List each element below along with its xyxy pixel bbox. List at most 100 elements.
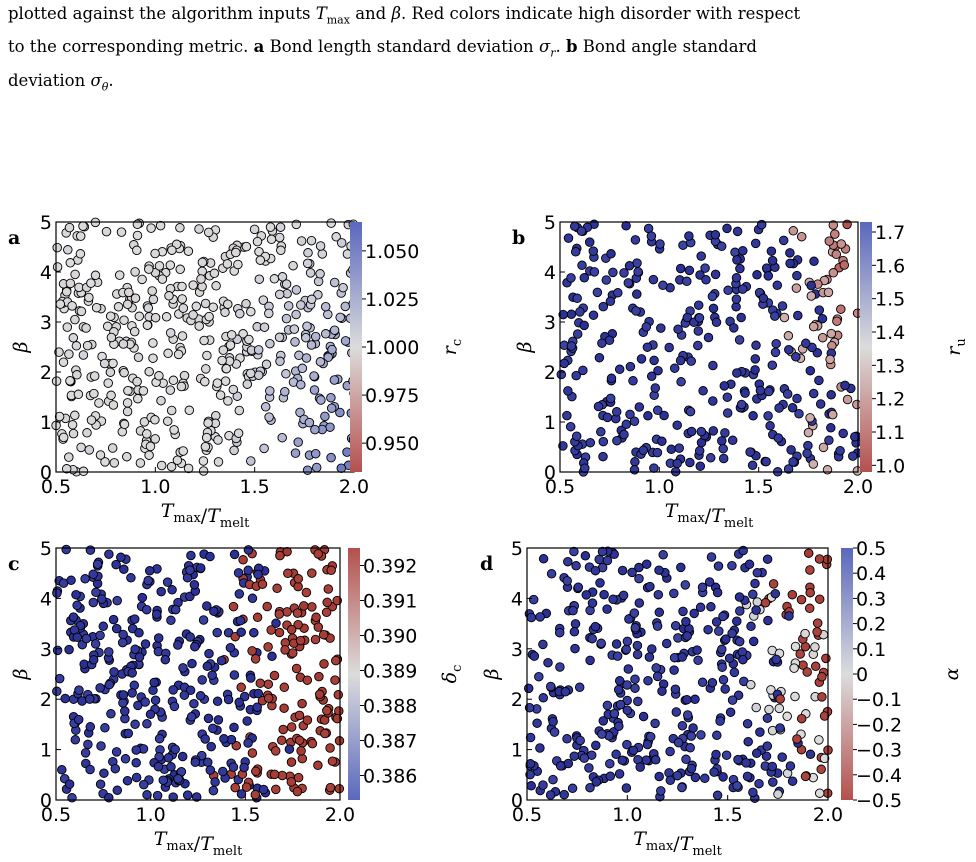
- data-point: [110, 763, 121, 774]
- data-point: [705, 453, 716, 463]
- data-point: [804, 603, 815, 614]
- data-point: [283, 301, 294, 311]
- x-tick-label: 0.5: [545, 476, 575, 498]
- caption-line-2: to the corresponding metric. a Bond leng…: [8, 37, 757, 60]
- data-point: [788, 457, 798, 467]
- data-point: [168, 375, 179, 386]
- data-point: [302, 465, 313, 475]
- data-point: [195, 691, 206, 701]
- data-point: [67, 301, 77, 311]
- data-point: [65, 376, 75, 386]
- data-point: [755, 385, 766, 396]
- data-point: [548, 774, 558, 785]
- colorbar-tick-label: −0.1: [856, 689, 902, 711]
- data-point: [275, 550, 285, 561]
- data-point: [105, 311, 116, 321]
- data-point: [65, 258, 76, 268]
- data-point: [784, 611, 794, 621]
- data-point: [173, 349, 184, 360]
- data-point: [78, 350, 89, 360]
- data-point: [657, 686, 667, 696]
- data-point: [633, 267, 643, 277]
- data-point: [112, 785, 123, 796]
- data-point: [708, 303, 719, 314]
- data-point: [681, 754, 691, 765]
- data-point: [654, 607, 665, 618]
- y-tick-label: 3: [40, 312, 52, 334]
- data-point: [826, 423, 836, 433]
- data-point: [120, 754, 131, 764]
- data-point: [727, 695, 738, 705]
- data-point: [139, 779, 149, 790]
- data-point: [182, 790, 193, 800]
- data-point: [304, 417, 315, 428]
- data-point: [682, 631, 692, 641]
- data-point: [608, 267, 618, 278]
- data-point: [235, 615, 246, 626]
- data-point: [172, 455, 183, 465]
- data-point: [773, 789, 783, 799]
- y-tick-label: 5: [40, 212, 52, 234]
- data-point: [212, 696, 223, 707]
- data-point: [150, 312, 161, 323]
- data-point: [827, 409, 838, 420]
- data-point: [598, 451, 608, 462]
- data-point: [199, 335, 209, 346]
- data-point: [265, 222, 276, 232]
- data-point: [275, 222, 286, 232]
- colorbar-tick-label: 0.3: [856, 588, 886, 610]
- data-point: [322, 705, 332, 716]
- data-point: [123, 728, 134, 739]
- data-point: [822, 554, 833, 565]
- data-point: [817, 692, 827, 702]
- data-point: [622, 739, 632, 750]
- data-point: [68, 612, 79, 622]
- data-point: [708, 360, 718, 371]
- data-point: [633, 696, 643, 707]
- data-point: [545, 790, 556, 800]
- colorbar-tick-label: 1.000: [365, 337, 419, 359]
- data-point: [270, 746, 281, 756]
- x-axis-label: Tmax/Tmelt: [665, 500, 754, 531]
- data-point: [850, 432, 860, 442]
- data-point: [164, 291, 174, 301]
- data-point: [140, 697, 150, 707]
- data-point: [738, 246, 748, 256]
- data-point: [265, 386, 275, 396]
- data-point: [148, 338, 158, 348]
- data-point: [563, 233, 574, 243]
- data-point: [262, 601, 272, 612]
- data-point: [104, 647, 114, 657]
- data-point: [565, 421, 576, 432]
- data-point: [635, 762, 645, 772]
- data-point: [127, 668, 137, 678]
- data-point: [230, 782, 240, 793]
- data-point: [632, 640, 643, 651]
- data-point: [558, 441, 568, 451]
- data-point: [562, 734, 572, 744]
- data-point: [72, 370, 82, 380]
- data-point: [569, 627, 580, 637]
- data-point: [299, 601, 309, 611]
- data-point: [686, 426, 697, 437]
- data-point: [725, 707, 736, 717]
- data-point: [622, 680, 632, 690]
- colorbar-tick-label: 0.392: [363, 556, 417, 578]
- data-point: [775, 694, 785, 704]
- data-point: [722, 392, 733, 402]
- data-point: [177, 751, 188, 762]
- data-point: [643, 411, 653, 421]
- data-point: [306, 235, 317, 246]
- data-point: [621, 419, 632, 430]
- data-point: [818, 442, 829, 453]
- data-point: [555, 662, 565, 672]
- data-point: [787, 403, 798, 413]
- data-point: [767, 255, 778, 266]
- data-point: [566, 341, 577, 351]
- data-point: [65, 278, 76, 289]
- data-point: [126, 573, 136, 583]
- data-point: [625, 409, 635, 420]
- data-point: [575, 735, 585, 746]
- data-point: [654, 565, 664, 575]
- data-point: [265, 338, 275, 349]
